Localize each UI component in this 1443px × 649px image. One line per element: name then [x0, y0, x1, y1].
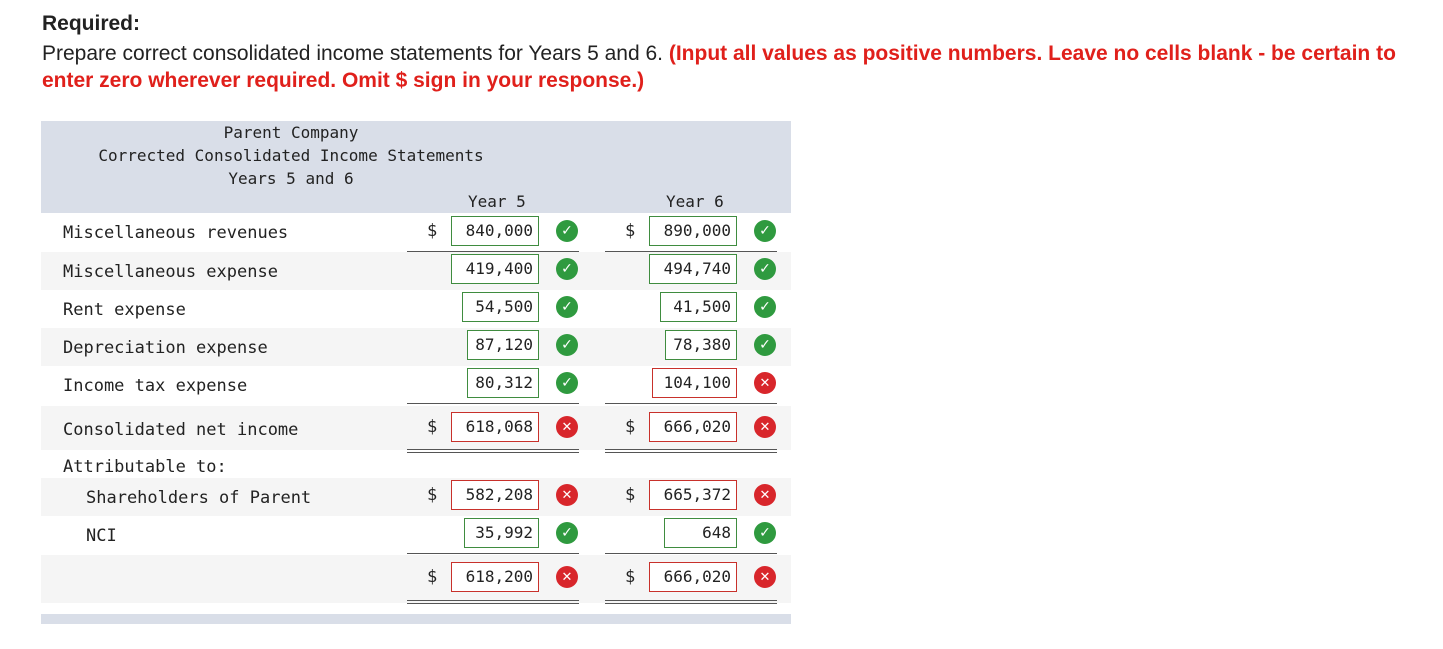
check-circle-icon: ✓: [556, 522, 578, 544]
dollar-sign: $: [427, 485, 438, 505]
nci-year6-input[interactable]: 648: [664, 518, 737, 548]
row-label: Rent expense: [63, 300, 186, 320]
shareholders-parent-year6-input[interactable]: 665,372: [649, 480, 737, 510]
row-label: NCI: [86, 526, 117, 546]
check-circle-icon: ✓: [556, 334, 578, 356]
x-circle-icon: ✕: [754, 372, 776, 394]
divider: [407, 449, 579, 450]
row-label: Shareholders of Parent: [86, 488, 312, 508]
attributable-label: Attributable to:: [63, 457, 227, 477]
row-label: Depreciation expense: [63, 338, 268, 358]
dollar-sign: $: [625, 567, 636, 587]
divider: [407, 600, 579, 601]
check-circle-icon: ✓: [754, 296, 776, 318]
income-tax-expense-year5-input[interactable]: 80,312: [467, 368, 539, 398]
misc-revenues-year5-input[interactable]: 840,000: [451, 216, 539, 246]
column-header-year5: Year 5: [468, 192, 526, 211]
row-label: Miscellaneous revenues: [63, 223, 289, 243]
depreciation-expense-year5-input[interactable]: 87,120: [467, 330, 539, 360]
row-income-tax-expense: Income tax expense: [41, 366, 791, 404]
column-header-year6: Year 6: [666, 192, 724, 211]
x-circle-icon: ✕: [556, 484, 578, 506]
row-label: Miscellaneous expense: [63, 262, 278, 282]
required-heading: Required:: [42, 12, 141, 35]
divider: [605, 452, 777, 453]
misc-expense-year5-input[interactable]: 419,400: [451, 254, 539, 284]
rent-expense-year5-input[interactable]: 54,500: [462, 292, 539, 322]
x-circle-icon: ✕: [556, 416, 578, 438]
check-circle-icon: ✓: [556, 296, 578, 318]
rent-expense-year6-input[interactable]: 41,500: [660, 292, 737, 322]
check-circle-icon: ✓: [556, 258, 578, 280]
misc-revenues-year6-input[interactable]: 890,000: [649, 216, 737, 246]
table-footer: [41, 614, 791, 624]
statement-period: Years 5 and 6: [228, 169, 354, 188]
divider: [407, 603, 579, 604]
check-circle-icon: ✓: [754, 258, 776, 280]
dollar-sign: $: [625, 221, 636, 241]
company-name: Parent Company: [223, 123, 359, 142]
check-circle-icon: ✓: [754, 334, 776, 356]
statement-title: Corrected Consolidated Income Statements: [98, 146, 484, 165]
table-header: Parent Company Corrected Consolidated In…: [41, 121, 791, 213]
dollar-sign: $: [427, 567, 438, 587]
instructions: Prepare correct consolidated income stat…: [42, 40, 1437, 94]
shareholders-parent-year5-input[interactable]: 582,208: [451, 480, 539, 510]
divider: [605, 553, 777, 554]
row-label: Income tax expense: [63, 376, 248, 396]
check-circle-icon: ✓: [754, 220, 776, 242]
row-rent-expense: Rent expense: [41, 290, 791, 328]
divider: [407, 251, 579, 252]
consolidated-net-income-year6-input[interactable]: 666,020: [649, 412, 737, 442]
nci-year5-input[interactable]: 35,992: [464, 518, 539, 548]
total-year5-input[interactable]: 618,200: [451, 562, 539, 592]
x-circle-icon: ✕: [556, 566, 578, 588]
income-tax-expense-year6-input[interactable]: 104,100: [652, 368, 737, 398]
divider: [407, 403, 579, 404]
x-circle-icon: ✕: [754, 566, 776, 588]
depreciation-expense-year6-input[interactable]: 78,380: [665, 330, 737, 360]
instructions-emphasis: (Input all values as positive numbers. L…: [42, 42, 1396, 92]
dollar-sign: $: [625, 417, 636, 437]
total-year6-input[interactable]: 666,020: [649, 562, 737, 592]
x-circle-icon: ✕: [754, 484, 776, 506]
check-circle-icon: ✓: [556, 372, 578, 394]
divider: [605, 403, 777, 404]
divider: [605, 603, 777, 604]
divider: [605, 449, 777, 450]
row-misc-revenues: Miscellaneous revenues: [41, 213, 791, 251]
divider: [605, 600, 777, 601]
dollar-sign: $: [625, 485, 636, 505]
divider: [407, 553, 579, 554]
misc-expense-year6-input[interactable]: 494,740: [649, 254, 737, 284]
instructions-plain: Prepare correct consolidated income stat…: [42, 42, 669, 65]
row-nci: NCI: [41, 516, 791, 554]
consolidated-net-income-year5-input[interactable]: 618,068: [451, 412, 539, 442]
dollar-sign: $: [427, 221, 438, 241]
income-statement-table: Parent Company Corrected Consolidated In…: [41, 121, 791, 624]
divider: [407, 452, 579, 453]
check-circle-icon: ✓: [754, 522, 776, 544]
row-label: Consolidated net income: [63, 420, 299, 440]
x-circle-icon: ✕: [754, 416, 776, 438]
dollar-sign: $: [427, 417, 438, 437]
divider: [605, 251, 777, 252]
check-circle-icon: ✓: [556, 220, 578, 242]
